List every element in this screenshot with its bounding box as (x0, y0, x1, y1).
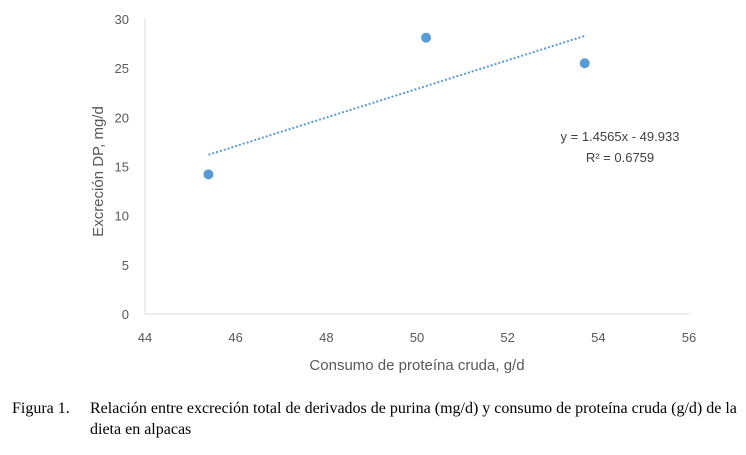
x-axis-title: Consumo de proteína cruda, g/d (309, 357, 524, 374)
y-tick-label-4: 20 (115, 110, 129, 125)
x-tick-label-2: 48 (319, 330, 333, 345)
trendline-equation: y = 1.4565x - 49.933 (561, 129, 680, 144)
data-points (203, 32, 590, 180)
data-point-1 (421, 32, 432, 43)
x-tick-label-1: 46 (228, 330, 242, 345)
data-point-2 (579, 58, 590, 69)
x-tick-label-4: 52 (500, 330, 514, 345)
caption-text: Relación entre excreción total de deriva… (90, 400, 737, 438)
caption-number: Figura 1. (12, 400, 70, 417)
y-axis-ticks: 0 5 10 15 20 25 30 (115, 12, 129, 322)
data-point-0 (203, 169, 214, 180)
y-tick-label-6: 30 (115, 12, 129, 27)
r-squared-label: R² = 0.6759 (586, 150, 654, 165)
x-tick-label-0: 44 (138, 330, 152, 345)
x-axis-ticks: 44 46 48 50 52 54 56 (138, 330, 696, 345)
trendline (208, 34, 586, 156)
y-tick-label-0: 0 (122, 307, 129, 322)
y-tick-label-1: 5 (122, 258, 129, 273)
scatter-chart: 0 5 10 15 20 25 30 44 46 48 50 52 54 56 y = 1.4565x … (90, 12, 696, 374)
x-tick-label-3: 50 (410, 330, 424, 345)
y-axis-title: Excreción DP, mg/d (90, 106, 107, 237)
y-tick-label-5: 25 (115, 61, 129, 76)
x-tick-label-6: 56 (682, 330, 696, 345)
y-tick-label-3: 15 (115, 160, 129, 175)
x-tick-label-5: 54 (591, 330, 605, 345)
y-tick-label-2: 10 (115, 209, 129, 224)
